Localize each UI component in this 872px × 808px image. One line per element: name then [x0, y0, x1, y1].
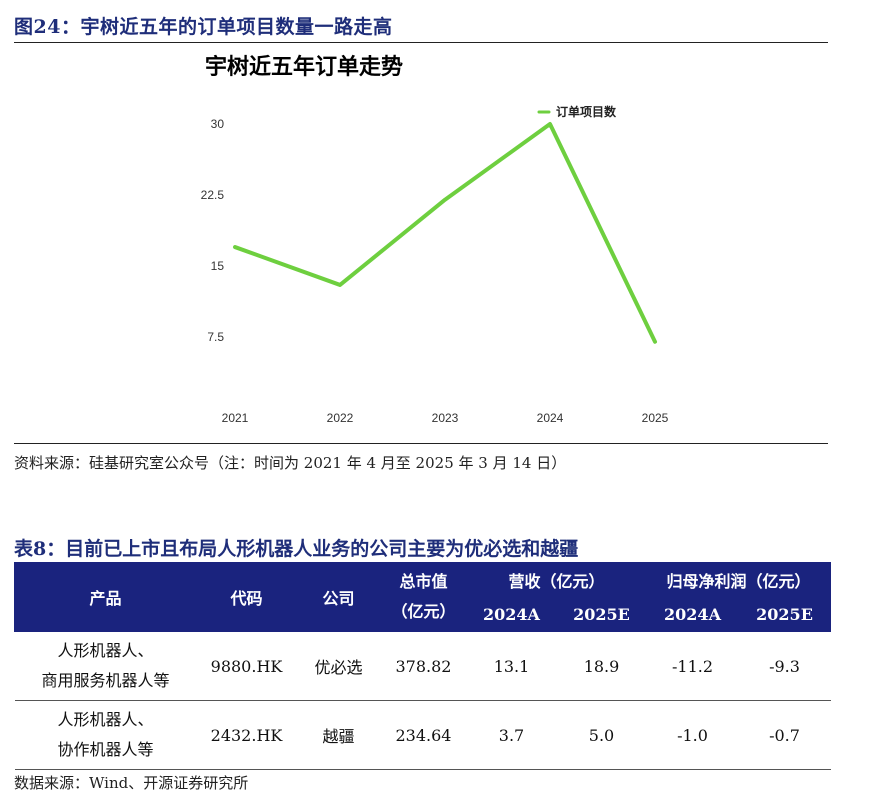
cell-rev-2024: 3.7	[466, 700, 557, 770]
cell-product: 人形机器人、 协作机器人等	[14, 700, 197, 770]
header-code: 代码	[196, 562, 297, 632]
cell-market-cap: 234.64	[380, 700, 467, 770]
header-market-cap: 总市值 （亿元）	[380, 562, 467, 632]
table-row: 人形机器人、 商用服务机器人等 9880.HK 优必选 378.82 13.1 …	[14, 631, 831, 701]
header-market-cap-line2: （亿元）	[391, 602, 456, 621]
chart-legend: 订单项目数	[537, 104, 617, 119]
header-rev-2024: 2024A	[466, 597, 557, 632]
figure-title: 图24：宇树近五年的订单项目数量一路走高	[14, 16, 393, 38]
cell-rev-2025: 18.9	[556, 631, 647, 701]
company-table: 产品 代码 公司 总市值 （亿元） 营收（亿元） 归母净利润（亿元） 2024A…	[14, 562, 832, 770]
cell-rev-2025: 5.0	[556, 700, 647, 770]
y-axis-ticks: 7.5 15 22.5 30	[201, 117, 225, 344]
header-company: 公司	[296, 562, 381, 632]
y-tick-label: 7.5	[207, 330, 224, 344]
x-tick-label: 2025	[642, 411, 669, 425]
x-tick-label: 2022	[327, 411, 354, 425]
table-row: 人形机器人、 协作机器人等 2432.HK 越疆 234.64 3.7 5.0 …	[14, 700, 831, 770]
figure-source: 资料来源：硅基研究室公众号（注：时间为 2021 年 4 月至 2025 年 3…	[14, 454, 567, 472]
header-net-profit: 归母净利润（亿元）	[646, 562, 832, 598]
x-tick-label: 2024	[537, 411, 564, 425]
figure-top-rule	[14, 42, 828, 43]
header-market-cap-line1: 总市值	[399, 572, 448, 591]
header-np-2025: 2025E	[738, 597, 832, 632]
cell-rev-2024: 13.1	[466, 631, 557, 701]
figure-bottom-rule	[14, 443, 828, 444]
product-line2: 协作机器人等	[57, 740, 154, 759]
series-lines	[233, 122, 657, 344]
legend-label: 订单项目数	[556, 104, 617, 119]
cell-product: 人形机器人、 商用服务机器人等	[14, 631, 197, 701]
chart-title: 宇树近五年订单走势	[205, 54, 403, 80]
product-line1: 人形机器人、	[57, 641, 154, 660]
cell-np-2024: -1.0	[646, 700, 739, 770]
cell-np-2025: -9.3	[738, 631, 831, 701]
y-tick-label: 22.5	[201, 188, 225, 202]
y-tick-label: 15	[211, 259, 225, 273]
cell-code: 9880.HK	[196, 631, 297, 701]
order-trend-chart: 宇树近五年订单走势 订单项目数 7.5 15 22.5 30 2021 2022 2023…	[201, 54, 669, 425]
cell-company: 优必选	[296, 631, 381, 701]
cell-np-2024: -11.2	[646, 631, 739, 701]
cell-market-cap: 378.82	[380, 631, 467, 701]
cell-code: 2432.HK	[196, 700, 297, 770]
table-title: 表8：目前已上市且布局人形机器人业务的公司主要为优必选和越疆	[14, 538, 579, 560]
y-tick-label: 30	[211, 117, 225, 131]
header-product: 产品	[14, 562, 197, 632]
x-tick-label: 2023	[432, 411, 459, 425]
product-line2: 商用服务机器人等	[41, 671, 170, 690]
product-line1: 人形机器人、	[57, 710, 154, 729]
header-np-2024: 2024A	[646, 597, 740, 632]
header-revenue: 营收（亿元）	[465, 562, 648, 598]
x-axis-ticks: 2021 2022 2023 2024 2025	[222, 411, 669, 425]
x-tick-label: 2021	[222, 411, 249, 425]
cell-company: 越疆	[296, 700, 381, 770]
series-line-orders	[233, 122, 657, 344]
table-source: 数据来源：Wind、开源证券研究所	[14, 774, 249, 792]
header-rev-2025: 2025E	[555, 597, 648, 632]
cell-np-2025: -0.7	[738, 700, 831, 770]
